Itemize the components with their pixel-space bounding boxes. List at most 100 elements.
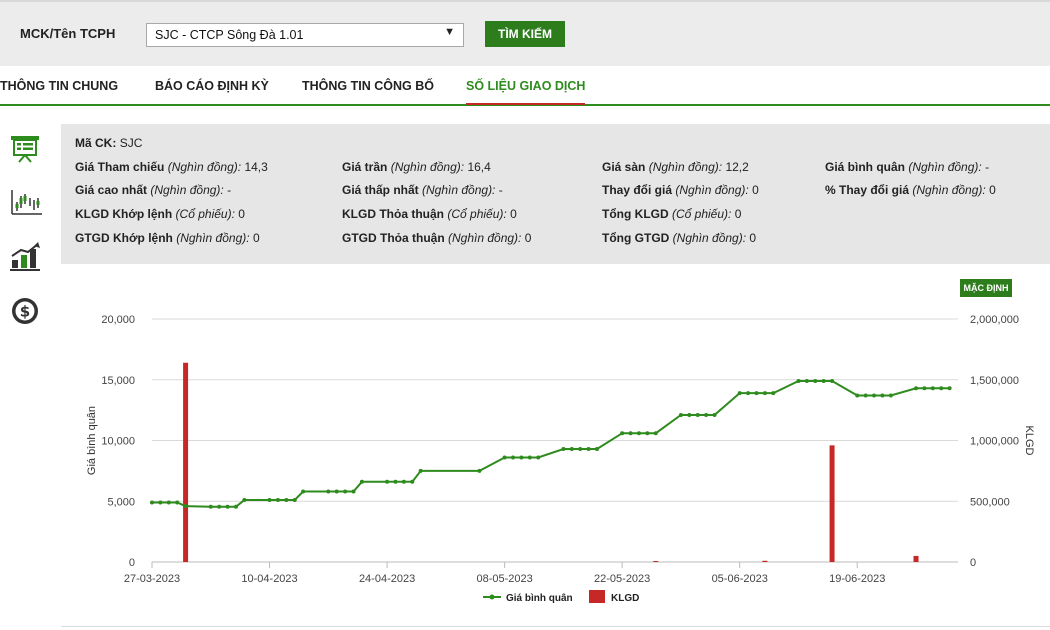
- field-label: Giá trần: [342, 160, 388, 174]
- x-tick-label: 22-05-2023: [594, 573, 650, 585]
- price-point: [813, 378, 818, 383]
- volume-bar: [829, 445, 835, 562]
- volume-bar: [913, 555, 919, 562]
- default-button[interactable]: MẶC ĐỊNH: [960, 279, 1012, 297]
- tab-disclosures[interactable]: THÔNG TIN CÔNG BỐ: [302, 79, 434, 93]
- price-point: [746, 391, 751, 396]
- price-point: [326, 489, 331, 494]
- info-field: Giá Tham chiếu (Nghìn đồng): 14,3: [75, 160, 268, 174]
- volume-bar: [183, 362, 189, 562]
- field-unit: (Nghìn đồng):: [912, 183, 986, 197]
- price-point: [233, 504, 238, 509]
- price-point: [880, 393, 885, 398]
- legend-label-price: Giá bình quân: [506, 593, 573, 604]
- presentation-icon[interactable]: [8, 132, 44, 166]
- price-point: [527, 455, 532, 460]
- company-select[interactable]: SJC - CTCP Sông Đà 1.01 ▼: [146, 23, 464, 47]
- tab-trading-data[interactable]: SỐ LIỆU GIAO DỊCH: [466, 79, 586, 105]
- price-point: [569, 447, 574, 452]
- price-point: [863, 393, 868, 398]
- y-tick-label: 10,000: [101, 436, 135, 448]
- field-value: -: [985, 160, 990, 174]
- legend-line-marker: [489, 594, 495, 600]
- field-label: Tổng GTGD: [602, 231, 670, 245]
- stock-info-panel: Mã CK: SJC Giá Tham chiếu (Nghìn đồng): …: [61, 124, 1050, 264]
- y2-axis-title: KLGD: [1023, 426, 1035, 456]
- price-point: [914, 386, 919, 391]
- field-unit: (Cổ phiếu):: [447, 207, 507, 221]
- stock-code-value: SJC: [119, 136, 143, 150]
- field-unit: (Nghìn đồng):: [908, 160, 982, 174]
- growth-chart-icon[interactable]: [8, 240, 44, 274]
- price-point: [947, 386, 952, 391]
- price-point: [561, 447, 566, 452]
- volume-bar: [762, 560, 768, 562]
- field-label: GTGD Khớp lệnh: [75, 231, 173, 245]
- field-unit: (Nghìn đồng):: [390, 160, 465, 174]
- field-value: 0: [989, 183, 996, 197]
- dropdown-arrow-icon: ▼: [444, 26, 455, 38]
- x-tick-label: 24-04-2023: [359, 573, 415, 585]
- field-label: Giá sàn: [602, 160, 646, 174]
- field-value: -: [227, 183, 232, 197]
- info-field: Thay đổi giá (Nghìn đồng): 0: [602, 183, 759, 197]
- price-point: [804, 378, 809, 383]
- price-point: [645, 431, 650, 436]
- price-point: [737, 391, 742, 396]
- x-tick-label: 27-03-2023: [124, 573, 180, 585]
- tab-general-info[interactable]: THÔNG TIN CHUNG: [0, 79, 119, 93]
- info-field: Giá bình quân (Nghìn đồng): -: [825, 160, 989, 174]
- info-field: % Thay đổi giá (Nghìn đồng): 0: [825, 183, 996, 197]
- candlestick-icon[interactable]: [8, 186, 44, 220]
- price-point: [704, 412, 709, 417]
- info-field: Giá sàn (Nghìn đồng): 12,2: [602, 160, 749, 174]
- price-point: [158, 500, 163, 505]
- field-label: Giá Tham chiếu: [75, 160, 165, 174]
- price-point: [301, 489, 306, 494]
- price-point: [830, 378, 835, 383]
- price-point: [519, 455, 524, 460]
- field-value: 14,3: [244, 160, 268, 174]
- y-tick-label: 15,000: [101, 375, 135, 387]
- y2-tick-label: 0: [970, 557, 976, 569]
- price-point: [410, 479, 415, 484]
- dollar-icon[interactable]: $: [8, 294, 44, 328]
- search-button[interactable]: TÌM KIẾM: [485, 21, 565, 47]
- price-point: [343, 489, 348, 494]
- price-point: [385, 479, 390, 484]
- price-point: [393, 479, 398, 484]
- price-point: [150, 500, 154, 505]
- price-point: [636, 431, 641, 436]
- field-label: KLGD Khớp lệnh: [75, 207, 173, 221]
- y-tick-label: 5,000: [107, 496, 135, 508]
- search-label: MCK/Tên TCPH: [20, 26, 116, 41]
- price-point: [217, 504, 222, 509]
- chart-area: [61, 264, 1050, 627]
- info-field: Tổng KLGD (Cổ phiếu): 0: [602, 207, 741, 221]
- field-label: Tổng KLGD: [602, 207, 669, 221]
- company-select-value: SJC - CTCP Sông Đà 1.01: [155, 28, 304, 42]
- price-point: [754, 391, 759, 396]
- x-tick-label: 05-06-2023: [712, 573, 768, 585]
- price-point: [242, 498, 247, 503]
- field-unit: (Nghìn đồng):: [422, 183, 496, 197]
- field-unit: (Nghìn đồng):: [675, 183, 749, 197]
- info-field: Giá trần (Nghìn đồng): 16,4: [342, 160, 491, 174]
- price-point: [166, 500, 171, 505]
- legend-label-volume: KLGD: [611, 593, 639, 604]
- field-value: 0: [524, 231, 532, 245]
- price-point: [586, 447, 591, 452]
- stock-code-row: Mã CK: SJC: [75, 136, 142, 150]
- field-value: 16,4: [467, 160, 491, 174]
- price-point: [208, 504, 213, 509]
- field-unit: (Nghìn đồng):: [150, 183, 224, 197]
- price-point: [620, 431, 625, 436]
- field-value: 0: [752, 183, 759, 197]
- field-unit: (Nghìn đồng):: [176, 231, 250, 245]
- tab-periodic-reports[interactable]: BÁO CÁO ĐỊNH KỲ: [155, 79, 269, 93]
- price-point: [855, 393, 860, 398]
- price-point: [359, 479, 364, 484]
- field-unit: (Cổ phiếu):: [175, 207, 235, 221]
- price-point: [628, 431, 633, 436]
- y2-tick-label: 1,000,000: [970, 436, 1019, 448]
